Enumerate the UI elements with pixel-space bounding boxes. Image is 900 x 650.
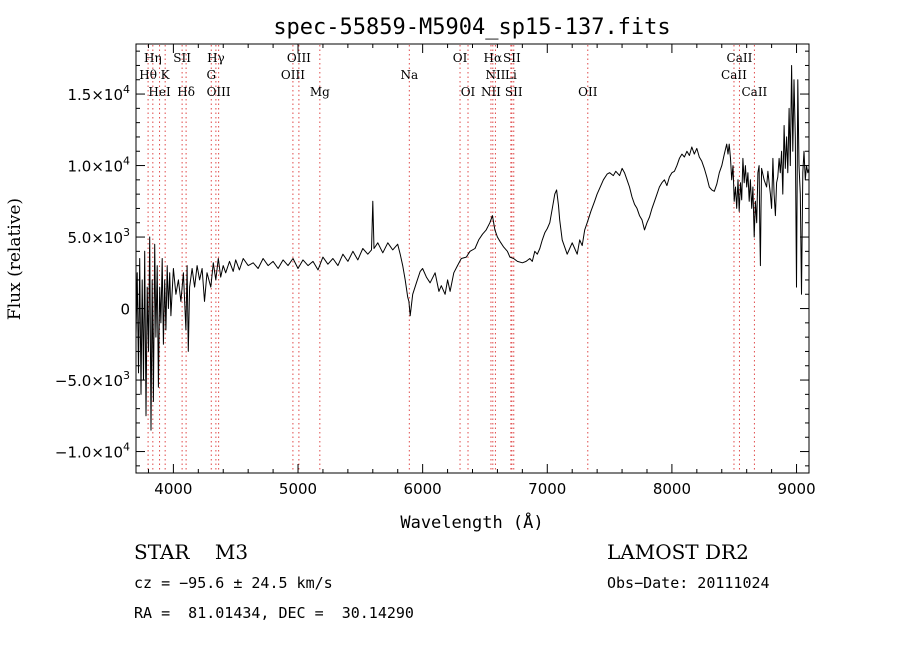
coordinates: RA = 81.01434, DEC = 30.14290 — [134, 604, 414, 622]
y-axis: 1.5×104 1.0×104 5.0×103 0 −5.0×103 −1.0×104 — [55, 50, 809, 467]
line-label: OIII — [207, 85, 231, 99]
y-tick-label: 1.5×104 — [67, 83, 130, 104]
line-label: OIII — [281, 68, 305, 82]
spectral-line-markers — [147, 45, 755, 472]
observation-date: Obs−Date: 20111024 — [607, 574, 770, 592]
line-label: CaII — [741, 85, 767, 99]
series-layer — [135, 65, 810, 431]
x-tick-label: 5000 — [279, 480, 317, 498]
x-axis: 4000 5000 6000 7000 8000 9000 — [147, 44, 816, 498]
line-label: Li — [505, 68, 517, 82]
line-label: Hδ — [177, 85, 195, 99]
y-tick-label: 0 — [120, 301, 130, 319]
y-tick-label: 1.0×104 — [67, 155, 130, 176]
line-label: Mg — [310, 85, 330, 99]
plot-frame — [135, 43, 810, 474]
line-label: CaII — [721, 68, 747, 82]
line-label: OI — [453, 51, 468, 65]
line-label: Hα — [484, 51, 503, 65]
line-label: G — [206, 68, 216, 82]
line-label: NII — [485, 68, 505, 82]
spectrum-series — [135, 65, 810, 431]
line-label: K — [161, 68, 171, 82]
line-label: CaII — [727, 51, 753, 65]
x-tick-label: 9000 — [777, 480, 815, 498]
line-label: Hγ — [207, 51, 225, 65]
survey-name: LAMOST DR2 — [607, 540, 749, 564]
line-label: Hθ — [139, 68, 157, 82]
line-label: SII — [503, 51, 521, 65]
x-tick-label: 4000 — [154, 480, 192, 498]
line-label: NII — [481, 85, 501, 99]
y-tick-label: 5.0×103 — [67, 226, 130, 247]
chart-title: spec-55859-M5904_sp15-137.fits — [273, 15, 670, 40]
y-axis-label: Flux (relative) — [5, 198, 25, 320]
y-tick-label: −5.0×103 — [55, 369, 130, 390]
redshift-velocity: cz = −95.6 ± 24.5 km/s — [134, 574, 333, 592]
line-label: OI — [461, 85, 476, 99]
x-axis-label: Wavelength (Å) — [400, 511, 543, 533]
line-label: Hη — [144, 51, 162, 65]
line-label: Na — [400, 68, 418, 82]
line-label: SII — [173, 51, 191, 65]
x-tick-label: 6000 — [404, 480, 442, 498]
line-label: OIII — [287, 51, 311, 65]
line-label: OII — [578, 85, 598, 99]
x-tick-label: 8000 — [653, 480, 691, 498]
line-label: HeI — [148, 85, 171, 99]
x-tick-label: 7000 — [528, 480, 566, 498]
y-tick-label: −1.0×104 — [55, 441, 130, 462]
object-class: STAR M3 — [134, 540, 249, 564]
line-label: SII — [505, 85, 523, 99]
